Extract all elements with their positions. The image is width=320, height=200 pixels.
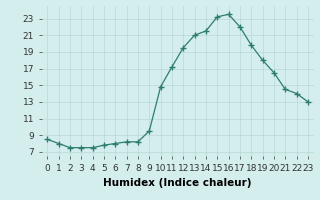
X-axis label: Humidex (Indice chaleur): Humidex (Indice chaleur) [103, 178, 252, 188]
